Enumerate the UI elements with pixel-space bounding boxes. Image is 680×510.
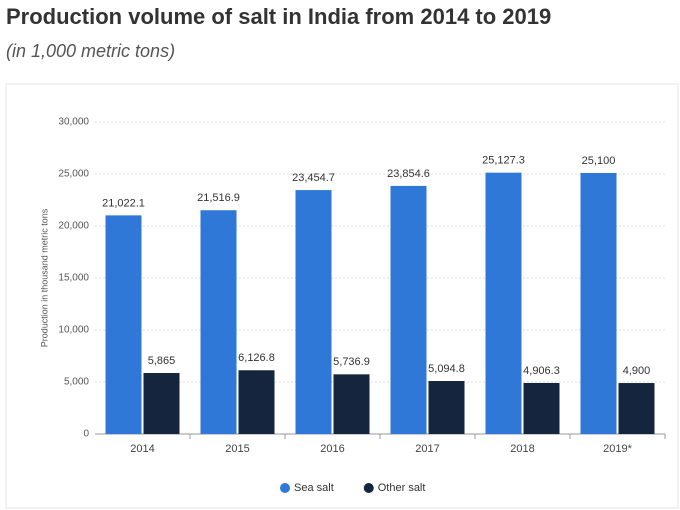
legend-label: Sea salt [294,482,334,494]
y-tick-label: 30,000 [58,117,89,128]
bar [143,373,180,434]
x-tick-label: 2017 [415,443,439,455]
y-tick-label: 10,000 [58,325,89,336]
chart-subtitle: (in 1,000 metric tons) [6,41,175,61]
legend-label: Other salt [378,482,426,494]
bar [618,383,655,434]
value-label: 5,736.9 [333,356,370,368]
y-tick-label: 15,000 [58,273,89,284]
y-tick-label: 0 [83,429,89,440]
y-tick-label: 25,000 [58,169,89,180]
value-label: 5,094.8 [428,363,465,375]
y-axis-label: Production in thousand metric tons [39,208,49,347]
bar [295,190,332,434]
bar [523,382,560,434]
bar [390,185,427,434]
value-label: 21,022.1 [102,197,145,209]
legend-marker [363,483,374,493]
x-tick-label: 2018 [510,443,534,455]
value-label: 6,126.8 [238,352,275,364]
value-label: 21,516.9 [197,192,240,204]
x-tick-label: 2015 [225,443,249,455]
bar [428,381,465,434]
value-label: 4,900 [623,365,651,377]
bar [200,210,237,434]
x-tick-label: 2019* [603,443,632,455]
bar [105,215,142,434]
legend-marker [280,483,290,493]
bar [333,374,370,434]
value-label: 5,865 [148,355,176,367]
chart-title: Production volume of salt in India from … [6,4,551,29]
bar [580,172,617,434]
x-tick-label: 2014 [130,443,154,455]
value-label: 4,906.3 [523,365,560,377]
bar [238,370,275,434]
bar [485,172,522,434]
value-label: 25,127.3 [482,155,525,167]
y-tick-label: 20,000 [58,221,89,232]
value-label: 23,454.7 [292,172,335,184]
value-label: 23,854.6 [387,168,430,180]
y-tick-label: 5,000 [64,377,89,388]
value-label: 25,100 [582,155,616,167]
x-tick-label: 2016 [320,443,344,455]
